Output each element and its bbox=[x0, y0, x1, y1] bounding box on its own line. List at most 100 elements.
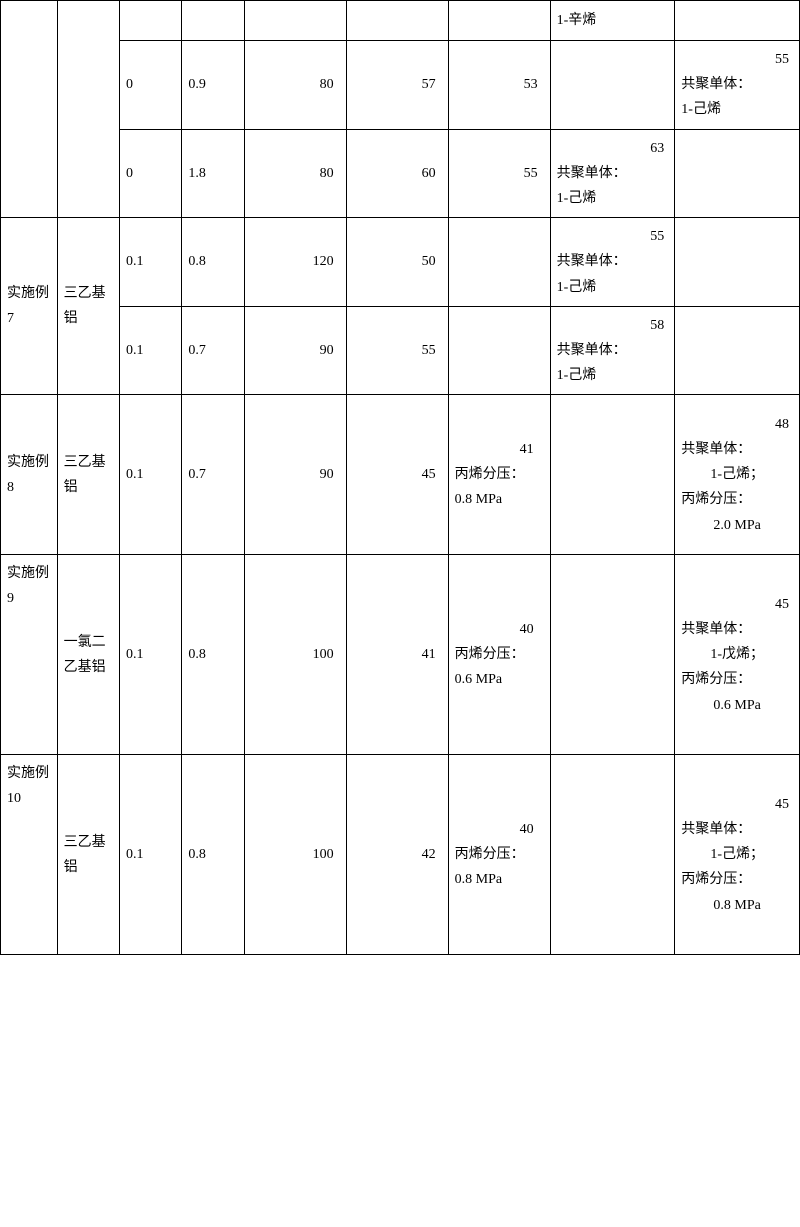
cell-comonomer: 63 共聚单体： 1-己烯 bbox=[550, 129, 675, 218]
cell: 0.1 bbox=[119, 306, 181, 395]
cell: 80 bbox=[244, 129, 346, 218]
cell: 55 bbox=[346, 306, 448, 395]
label: 共聚单体： bbox=[681, 817, 793, 842]
cell-cocat: 三乙基铝 bbox=[57, 218, 119, 395]
value: 55 bbox=[557, 224, 669, 249]
table-row: 0 1.8 80 60 55 63 共聚单体： 1-己烯 bbox=[1, 129, 800, 218]
cell: 0.1 bbox=[119, 218, 181, 307]
cell bbox=[675, 218, 800, 307]
cell bbox=[550, 555, 675, 755]
value: 2.0 MPa bbox=[681, 513, 793, 538]
cell-pressure: 40 丙烯分压： 0.8 MPa bbox=[448, 755, 550, 955]
label: 共聚单体： bbox=[557, 161, 669, 186]
value: 0.8 MPa bbox=[455, 867, 538, 892]
label: 共聚单体： bbox=[557, 249, 669, 274]
cell-comonomer: 45 共聚单体： 1-己烯； 丙烯分压： 0.8 MPa bbox=[675, 755, 800, 955]
cell bbox=[675, 129, 800, 218]
value: 0.6 MPa bbox=[455, 667, 538, 692]
cell bbox=[675, 306, 800, 395]
cell bbox=[550, 395, 675, 555]
cell: 90 bbox=[244, 395, 346, 555]
label: 共聚单体： bbox=[681, 437, 793, 462]
cell-comonomer: 55 共聚单体： 1-己烯 bbox=[550, 218, 675, 307]
cell: 57 bbox=[346, 41, 448, 130]
cell: 0.1 bbox=[119, 555, 181, 755]
table-row: 1-辛烯 bbox=[1, 1, 800, 41]
value: 0.8 MPa bbox=[455, 487, 538, 512]
cell-label: 实施例 7 bbox=[1, 218, 58, 395]
data-table: 1-辛烯 0 0.9 80 57 53 55 共聚单体： 1-己烯 0 1.8 … bbox=[0, 0, 800, 955]
cell: 50 bbox=[346, 218, 448, 307]
cell bbox=[448, 306, 550, 395]
value: 40 bbox=[455, 617, 538, 642]
value: 1-己烯； bbox=[681, 462, 793, 487]
cell-cocat: 三乙基铝 bbox=[57, 395, 119, 555]
cell bbox=[119, 1, 181, 41]
value: 1-己烯； bbox=[681, 842, 793, 867]
value: 41 bbox=[455, 437, 538, 462]
cell: 100 bbox=[244, 555, 346, 755]
cell-comonomer: 55 共聚单体： 1-己烯 bbox=[675, 41, 800, 130]
cell: 0.8 bbox=[182, 555, 244, 755]
cell: 80 bbox=[244, 41, 346, 130]
value: 45 bbox=[681, 792, 793, 817]
cell-comonomer: 45 共聚单体： 1-戊烯； 丙烯分压： 0.6 MPa bbox=[675, 555, 800, 755]
label: 丙烯分压： bbox=[455, 642, 538, 667]
cell-cocat bbox=[57, 1, 119, 218]
label: 丙烯分压： bbox=[455, 842, 538, 867]
table-row: 0 0.9 80 57 53 55 共聚单体： 1-己烯 bbox=[1, 41, 800, 130]
value: 0.6 MPa bbox=[681, 693, 793, 718]
cell: 41 bbox=[346, 555, 448, 755]
cell: 55 bbox=[448, 129, 550, 218]
value: 48 bbox=[681, 412, 793, 437]
cell bbox=[182, 1, 244, 41]
cell-comonomer: 58 共聚单体： 1-己烯 bbox=[550, 306, 675, 395]
cell bbox=[244, 1, 346, 41]
cell-pressure: 41 丙烯分压： 0.8 MPa bbox=[448, 395, 550, 555]
cell bbox=[346, 1, 448, 41]
value: 0.8 MPa bbox=[681, 893, 793, 918]
cell: 0.1 bbox=[119, 755, 181, 955]
cell: 0 bbox=[119, 41, 181, 130]
cell-label bbox=[1, 1, 58, 218]
cell: 45 bbox=[346, 395, 448, 555]
cell-cocat: 三乙基铝 bbox=[57, 755, 119, 955]
label: 丙烯分压： bbox=[681, 867, 793, 892]
label: 共聚单体： bbox=[557, 338, 669, 363]
cell bbox=[550, 41, 675, 130]
cell-label: 实施例 9 bbox=[1, 555, 58, 755]
label: 丙烯分压： bbox=[681, 487, 793, 512]
value: 1-己烯 bbox=[681, 97, 793, 122]
cell: 100 bbox=[244, 755, 346, 955]
label: 丙烯分压： bbox=[455, 462, 538, 487]
value: 1-己烯 bbox=[557, 186, 669, 211]
value: 40 bbox=[455, 817, 538, 842]
cell-pressure: 40 丙烯分压： 0.6 MPa bbox=[448, 555, 550, 755]
cell-comonomer: 1-辛烯 bbox=[550, 1, 675, 41]
label: 共聚单体： bbox=[681, 617, 793, 642]
cell: 0.8 bbox=[182, 218, 244, 307]
table-row: 实施例 8 三乙基铝 0.1 0.7 90 45 41 丙烯分压： 0.8 MP… bbox=[1, 395, 800, 555]
label: 丙烯分压： bbox=[681, 667, 793, 692]
cell: 120 bbox=[244, 218, 346, 307]
cell: 53 bbox=[448, 41, 550, 130]
value: 45 bbox=[681, 592, 793, 617]
cell: 90 bbox=[244, 306, 346, 395]
table-row: 实施例 7 三乙基铝 0.1 0.8 120 50 55 共聚单体： 1-己烯 bbox=[1, 218, 800, 307]
value: 1-戊烯； bbox=[681, 642, 793, 667]
table-row: 实施例 9 一氯二乙基铝 0.1 0.8 100 41 40 丙烯分压： 0.6… bbox=[1, 555, 800, 755]
cell: 0.9 bbox=[182, 41, 244, 130]
cell bbox=[675, 1, 800, 41]
table-row: 实施例 10 三乙基铝 0.1 0.8 100 42 40 丙烯分压： 0.8 … bbox=[1, 755, 800, 955]
value: 1-己烯 bbox=[557, 363, 669, 388]
cell bbox=[448, 218, 550, 307]
table-row: 0.1 0.7 90 55 58 共聚单体： 1-己烯 bbox=[1, 306, 800, 395]
value: 63 bbox=[557, 136, 669, 161]
label: 共聚单体： bbox=[681, 72, 793, 97]
cell: 0.7 bbox=[182, 395, 244, 555]
cell bbox=[550, 755, 675, 955]
value: 1-己烯 bbox=[557, 275, 669, 300]
cell: 0.8 bbox=[182, 755, 244, 955]
cell: 0.7 bbox=[182, 306, 244, 395]
text: 1-辛烯 bbox=[557, 8, 669, 33]
